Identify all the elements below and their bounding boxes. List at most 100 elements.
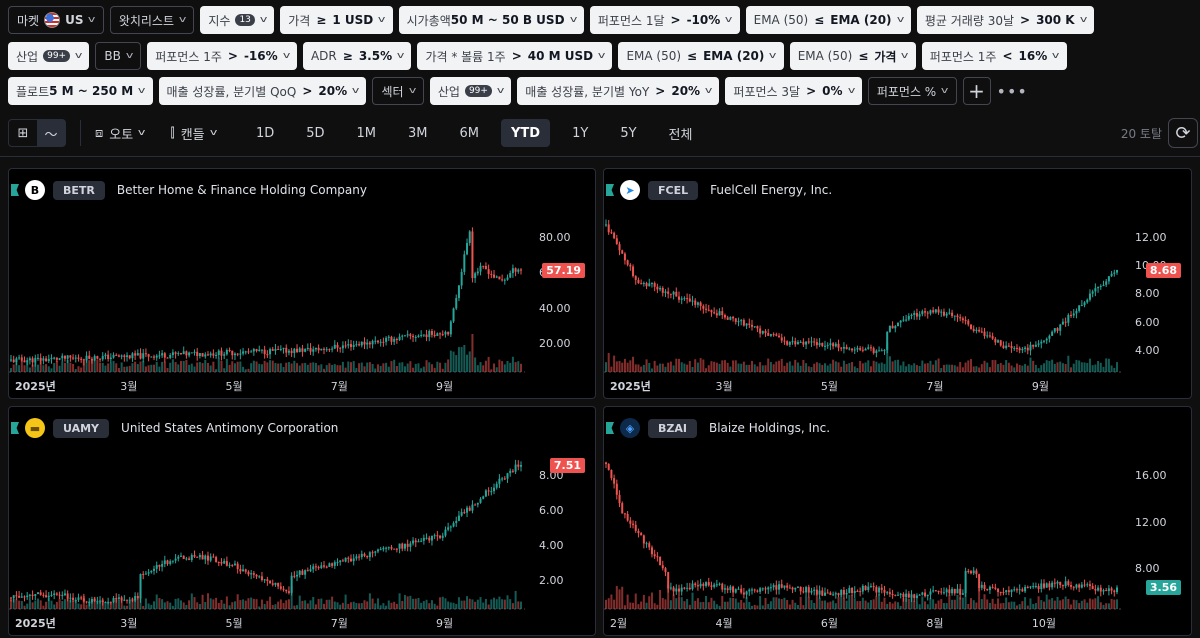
candlestick-plot[interactable]: [9, 169, 595, 398]
candle-body: [277, 582, 280, 587]
filter-chip[interactable]: 마켓 US v: [8, 6, 104, 34]
chart-panel-bzai[interactable]: ◈ BZAI Blaize Holdings, Inc. 16.00 12.00 8.00…: [603, 406, 1192, 636]
chart-panel-uamy[interactable]: ▬ UAMY United States Antimony Corporation 8…: [8, 406, 596, 636]
filter-chip[interactable]: 가격 ≥1 USD v: [280, 6, 393, 34]
volume-bar: [42, 365, 45, 372]
volume-bar: [250, 363, 253, 372]
candlestick-plot[interactable]: [9, 407, 595, 635]
scale-dropdown[interactable]: ⧈ 오토 v: [95, 124, 146, 143]
ticker-symbol[interactable]: BETR: [53, 180, 105, 200]
range-button[interactable]: 5D: [306, 125, 325, 141]
candle-body: [994, 338, 997, 343]
candle-body: [107, 354, 110, 359]
flag-marker-icon[interactable]: [606, 422, 614, 434]
filter-chip[interactable]: EMA (50) ≤ EMA (20) v: [745, 6, 911, 34]
volume-bar: [621, 586, 624, 609]
volume-bar: [53, 604, 56, 609]
chart-view-icon[interactable]: 〜: [37, 120, 65, 146]
chart-panel-betr[interactable]: B BETR Better Home & Finance Holding Compa…: [8, 168, 596, 399]
filter-chip[interactable]: 퍼포먼스 % v: [867, 77, 957, 105]
refresh-icon[interactable]: ⟳: [1168, 118, 1198, 148]
volume-bar: [942, 603, 945, 609]
filter-chip[interactable]: BB v: [95, 42, 142, 70]
volume-bar: [869, 366, 872, 372]
volume-bar: [306, 603, 309, 609]
candle-body: [520, 465, 522, 467]
volume-bar: [80, 367, 83, 372]
chart-type-dropdown[interactable]: ⫿ 캔들 v: [171, 124, 217, 143]
filter-chip[interactable]: ADR ≥3.5% v: [302, 42, 412, 70]
filter-chip[interactable]: EMA (50) ≤ 가격 v: [789, 42, 916, 70]
candle-body: [1116, 587, 1118, 593]
volume-bar: [607, 598, 610, 609]
range-button[interactable]: 전체: [668, 127, 693, 143]
volume-bar: [511, 603, 514, 609]
filter-chip[interactable]: 매출 성장률, 분기별 YoY >20% v: [517, 77, 720, 105]
candlestick-plot[interactable]: [604, 169, 1191, 398]
candle-body: [331, 563, 334, 566]
volume-bar: [626, 594, 629, 609]
filter-chip[interactable]: 시가총액 50 M ~ 50 B USD v: [398, 6, 584, 34]
volume-bar: [815, 594, 818, 609]
filter-chip[interactable]: 산업 99+ v: [429, 77, 512, 105]
range-button[interactable]: 1M: [356, 125, 377, 141]
candle-body: [983, 331, 986, 337]
ticker-symbol[interactable]: UAMY: [53, 418, 110, 438]
range-button[interactable]: 1D: [255, 125, 275, 141]
volume-bar: [61, 361, 64, 372]
volume-bar: [694, 359, 697, 372]
volume-bar: [961, 597, 964, 609]
candle-body: [217, 350, 220, 356]
volume-bar: [967, 360, 970, 372]
filter-chip[interactable]: 매출 성장률, 분기별 QoQ >20% v: [158, 77, 367, 105]
filter-chip[interactable]: 왓치리스트 v: [109, 6, 195, 34]
filter-chip[interactable]: 퍼포먼스 3달 >0% v: [725, 77, 862, 105]
volume-bar: [632, 602, 635, 609]
add-filter-button[interactable]: +: [962, 77, 991, 105]
volume-bar: [463, 600, 466, 609]
volume-bar: [233, 601, 236, 609]
grid-view-icon[interactable]: ⊞: [17, 125, 29, 141]
volume-bar: [1048, 599, 1051, 609]
volume-bar: [940, 367, 943, 372]
filter-chip[interactable]: 퍼포먼스 1달 > -10% v: [589, 6, 740, 34]
volume-bar: [236, 361, 239, 372]
filter-chip[interactable]: 지수 13 v: [200, 6, 275, 34]
volume-bar: [791, 599, 794, 609]
chart-header: B BETR Better Home & Finance Holding Compa…: [9, 179, 595, 201]
candle-body: [433, 535, 436, 537]
candle-body: [1088, 293, 1091, 300]
flag-marker-icon[interactable]: [606, 184, 614, 196]
volume-bar: [420, 602, 423, 609]
filter-chip[interactable]: 퍼포먼스 1주 > -16% v: [147, 42, 297, 70]
filter-chip[interactable]: EMA (50) ≤ EMA (20) v: [618, 42, 784, 70]
ticker-symbol[interactable]: FCEL: [648, 180, 699, 200]
filter-chip[interactable]: 섹터 v: [372, 77, 424, 105]
candlestick-plot[interactable]: [604, 407, 1191, 635]
volume-bar: [772, 364, 775, 372]
filter-chip[interactable]: 퍼포먼스 1주 <16% v: [921, 42, 1067, 70]
more-icon[interactable]: •••: [996, 81, 1028, 101]
filter-chip[interactable]: 가격 * 볼륨 1주 >40 M USD v: [417, 42, 613, 70]
candle-body: [1097, 287, 1100, 289]
volume-bar: [837, 362, 840, 372]
filter-chip[interactable]: 산업 99+ v: [8, 42, 90, 70]
candle-body: [659, 556, 662, 566]
ticker-symbol[interactable]: BZAI: [648, 418, 697, 438]
volume-bar: [344, 594, 347, 609]
flag-marker-icon[interactable]: [11, 422, 19, 434]
range-button[interactable]: 6M: [459, 125, 480, 141]
candle-body: [788, 342, 791, 345]
range-button[interactable]: 5Y: [620, 125, 637, 141]
range-button[interactable]: 3M: [408, 125, 428, 141]
candle-body: [255, 349, 258, 352]
candle-body: [807, 341, 810, 343]
flag-marker-icon[interactable]: [11, 184, 19, 196]
candle-body: [783, 340, 786, 342]
volume-bar: [683, 363, 686, 372]
range-button[interactable]: 1Y: [572, 125, 589, 141]
range-button[interactable]: YTD: [501, 119, 551, 147]
